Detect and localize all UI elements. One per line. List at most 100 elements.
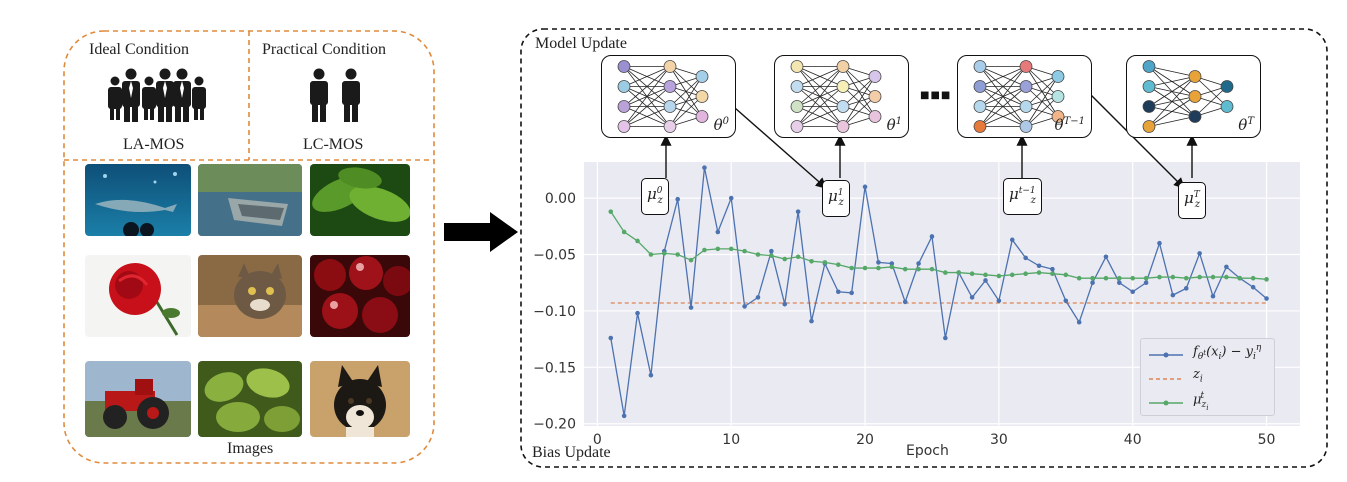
neuron-node bbox=[836, 80, 850, 93]
y-tick-label: 0.00 bbox=[545, 191, 576, 207]
data-point bbox=[1117, 275, 1122, 281]
data-point bbox=[916, 261, 921, 266]
neuron-node bbox=[695, 110, 709, 123]
data-point bbox=[755, 295, 761, 300]
data-point bbox=[902, 299, 908, 305]
data-point bbox=[1210, 293, 1216, 299]
data-point bbox=[1210, 274, 1216, 280]
neuron-node bbox=[790, 80, 804, 93]
data-point bbox=[1224, 264, 1229, 270]
data-point bbox=[1157, 240, 1162, 246]
tractor-photo bbox=[85, 361, 191, 437]
data-point bbox=[1224, 274, 1229, 280]
data-point bbox=[956, 270, 962, 275]
data-point bbox=[929, 234, 935, 239]
data-point bbox=[742, 304, 747, 309]
neuron-node bbox=[1188, 90, 1202, 103]
data-point bbox=[675, 252, 680, 257]
neuron-node bbox=[1188, 110, 1202, 123]
data-point bbox=[1050, 271, 1055, 276]
practical-condition-title: Practical Condition bbox=[262, 41, 386, 58]
data-point bbox=[1063, 298, 1069, 304]
data-point bbox=[702, 247, 707, 253]
neuron-node bbox=[663, 80, 677, 93]
chart-legend: fθt(xi) − yiη zi μzit bbox=[1140, 338, 1275, 416]
data-point bbox=[889, 261, 895, 266]
neuron-node bbox=[868, 90, 882, 103]
data-point bbox=[621, 413, 627, 419]
x-tick-label: 30 bbox=[990, 432, 1008, 448]
neuron-node bbox=[836, 100, 850, 113]
connectors bbox=[660, 93, 1198, 189]
neuron-node bbox=[617, 120, 631, 133]
lc-mos-label: LC-MOS bbox=[303, 136, 364, 153]
right-panel-border bbox=[520, 28, 1328, 468]
network-theta-2: θT−1 bbox=[957, 55, 1092, 138]
data-point bbox=[782, 301, 788, 307]
legend-swatches bbox=[1149, 352, 1183, 406]
data-point bbox=[862, 265, 868, 271]
data-point bbox=[608, 209, 614, 214]
images-label: Images bbox=[227, 440, 274, 457]
neuron-node bbox=[790, 60, 804, 73]
data-point bbox=[1197, 251, 1202, 256]
data-point bbox=[876, 260, 881, 265]
data-point bbox=[969, 271, 975, 276]
red-rose-photo bbox=[85, 255, 191, 337]
neuron-node bbox=[1051, 90, 1065, 103]
data-point bbox=[648, 372, 654, 378]
data-point bbox=[929, 266, 935, 272]
neuron-node bbox=[617, 80, 631, 93]
data-point bbox=[876, 265, 881, 271]
y-tick-label: −0.05 bbox=[533, 248, 576, 264]
data-point bbox=[835, 262, 841, 267]
neuron-node bbox=[1188, 70, 1202, 83]
neuron-node bbox=[1051, 70, 1065, 83]
data-point bbox=[1170, 274, 1176, 280]
data-point bbox=[728, 195, 734, 201]
data-point bbox=[996, 298, 1002, 304]
data-point bbox=[835, 289, 841, 295]
y-tick-label: −0.20 bbox=[533, 417, 576, 433]
data-point bbox=[1036, 270, 1042, 275]
data-point bbox=[1250, 284, 1256, 290]
neuron-node bbox=[868, 70, 882, 83]
x-tick-label: 0 bbox=[593, 432, 602, 448]
data-point bbox=[849, 265, 854, 271]
data-point bbox=[1157, 274, 1162, 280]
data-point bbox=[983, 272, 988, 278]
model-update-label: Model Update bbox=[535, 35, 627, 52]
data-point bbox=[795, 209, 801, 214]
x-tick-label: 10 bbox=[722, 432, 740, 448]
neuron-node bbox=[973, 80, 987, 93]
data-point bbox=[943, 270, 948, 275]
ideal-condition-title: Ideal Condition bbox=[89, 41, 189, 58]
boat-lake-photo bbox=[198, 164, 302, 236]
data-point bbox=[1143, 280, 1149, 286]
mu-box-3: μTz bbox=[1178, 182, 1207, 219]
neural-net-icon bbox=[973, 60, 1065, 133]
data-point bbox=[1050, 266, 1055, 272]
network-theta-3: θT bbox=[1126, 55, 1261, 138]
data-point bbox=[715, 246, 721, 252]
data-point bbox=[1009, 272, 1015, 278]
data-point bbox=[755, 252, 761, 257]
left-panel-border bbox=[63, 30, 435, 464]
data-point bbox=[889, 264, 895, 270]
data-point bbox=[983, 278, 988, 283]
neuron-node bbox=[695, 70, 709, 83]
neuron-node bbox=[1142, 60, 1156, 73]
neuron-node bbox=[790, 120, 804, 133]
data-point bbox=[1103, 275, 1109, 281]
x-tick-label: 40 bbox=[1124, 432, 1142, 448]
theta-label: θT−1 bbox=[1054, 116, 1085, 134]
data-point bbox=[661, 251, 667, 256]
data-point bbox=[1036, 263, 1042, 269]
data-point bbox=[1090, 275, 1095, 281]
neuron-node bbox=[836, 60, 850, 73]
data-point bbox=[1197, 274, 1202, 280]
data-point bbox=[635, 238, 640, 244]
shark-aquarium-photo bbox=[85, 164, 191, 236]
neuron-node bbox=[868, 110, 882, 123]
neuron-node bbox=[836, 120, 850, 133]
